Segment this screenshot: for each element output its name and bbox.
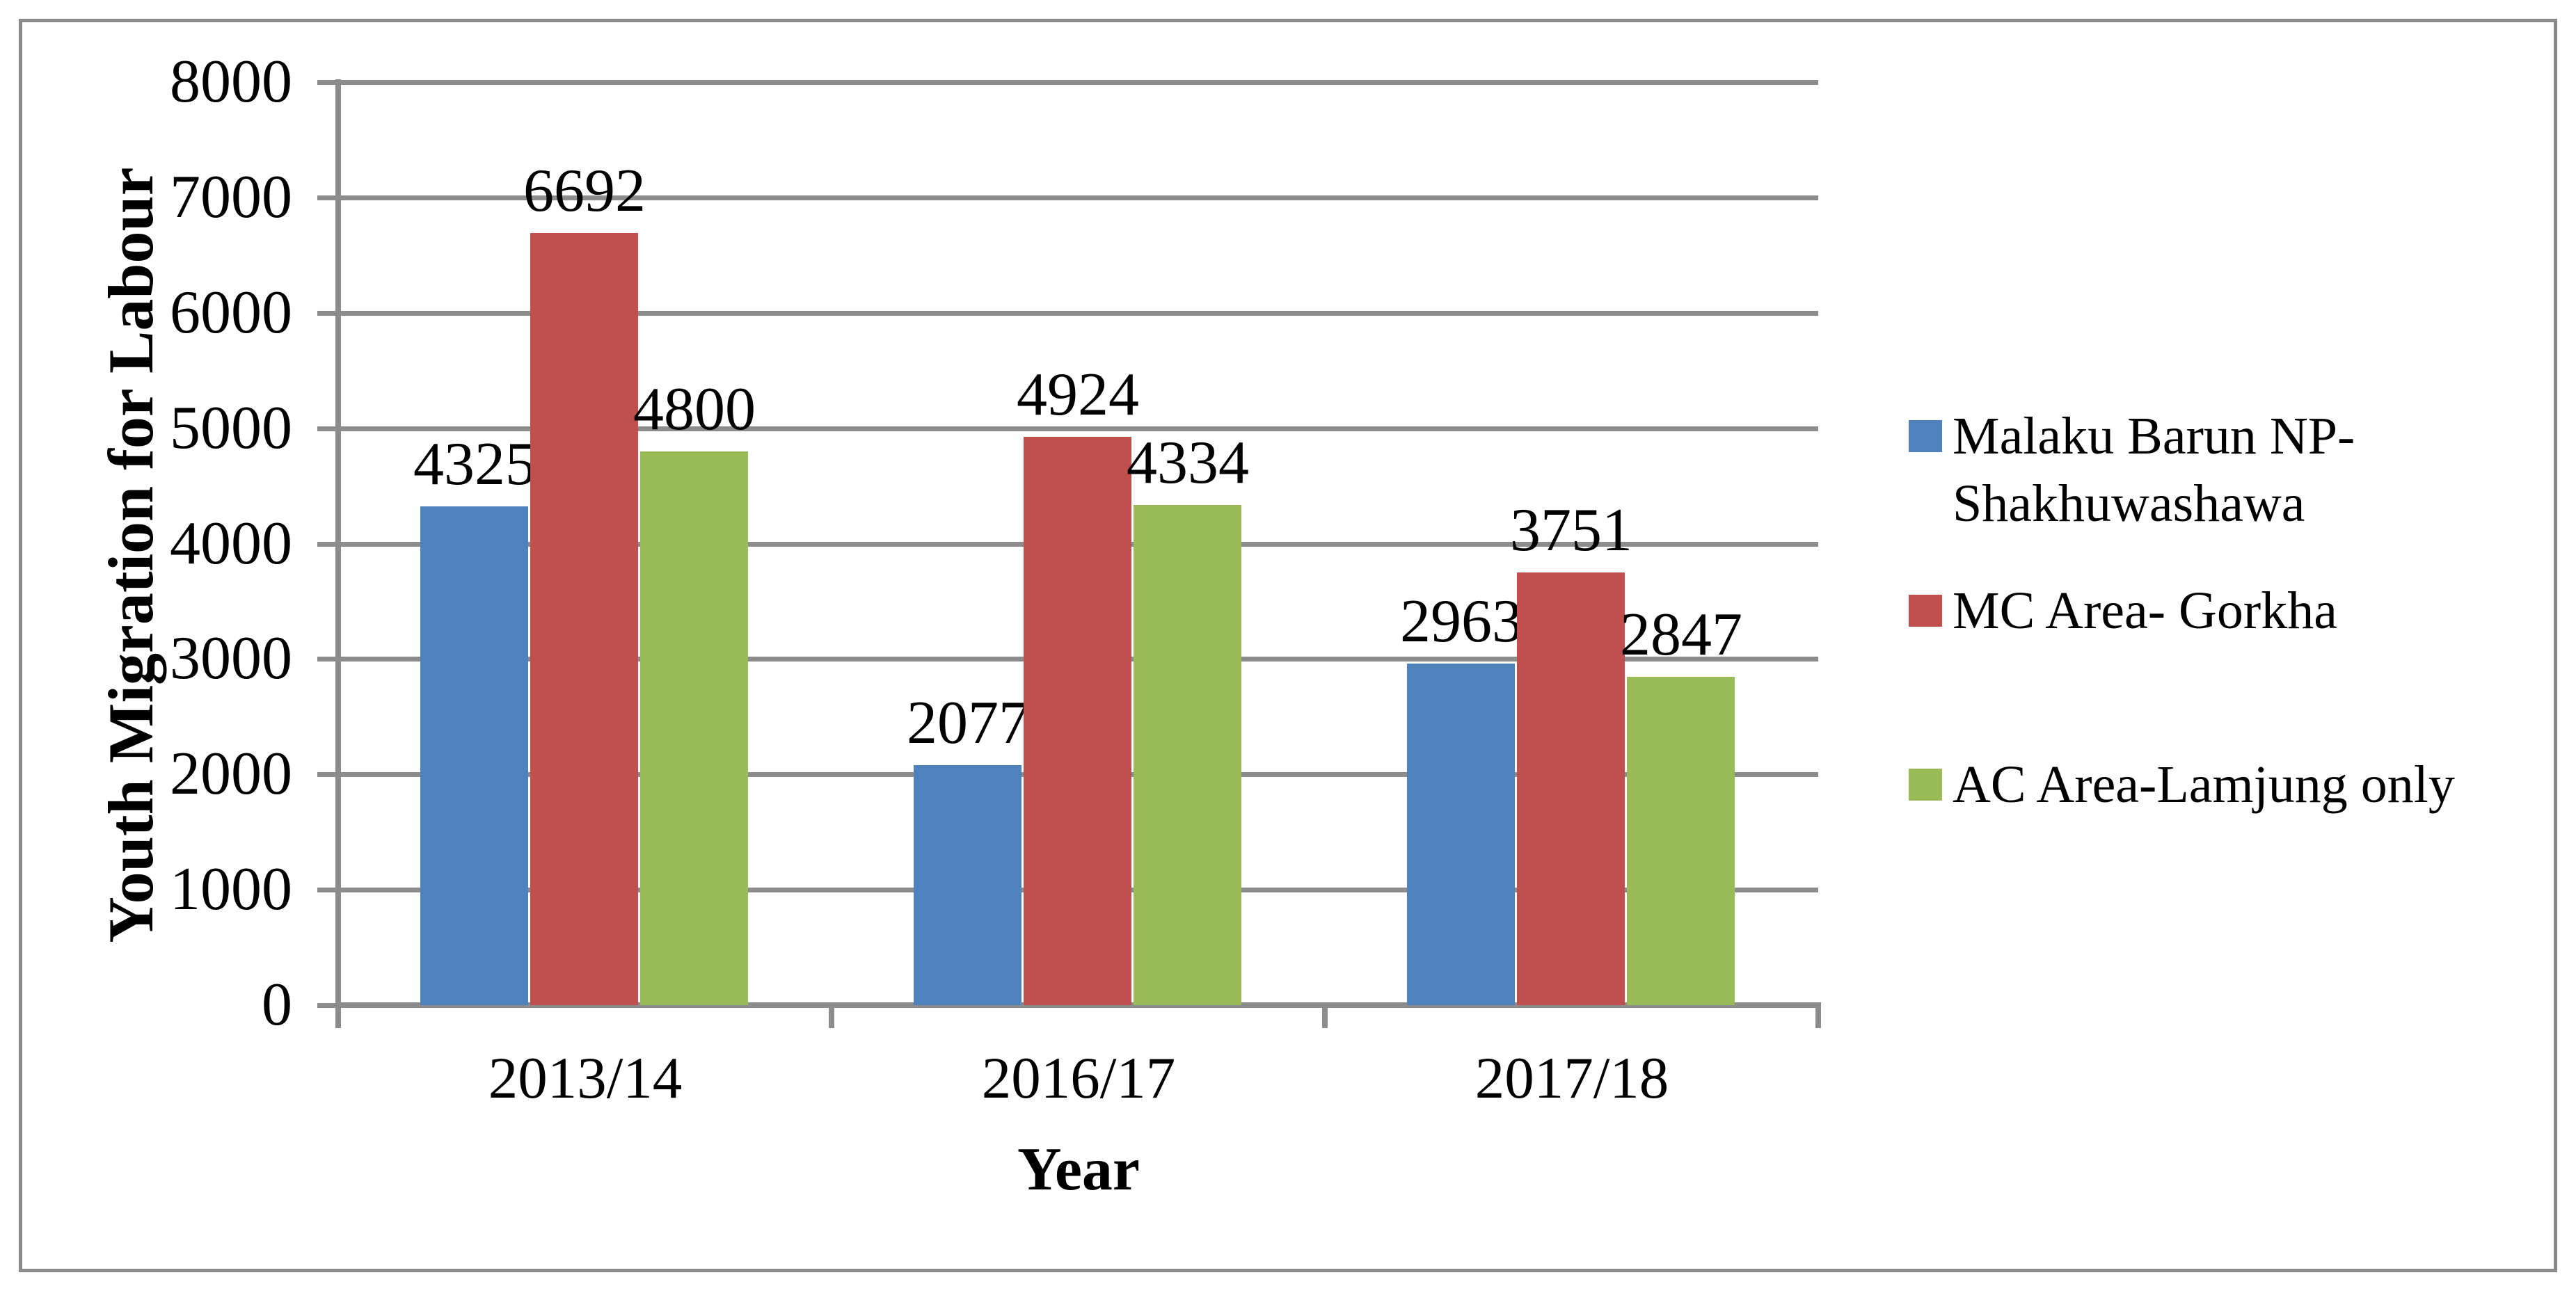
y-tick-label: 8000 xyxy=(170,48,292,115)
gridline-8000 xyxy=(338,80,1818,85)
legend-swatch-series2 xyxy=(1909,595,1942,627)
bar-value-label: 4334 xyxy=(1127,429,1249,497)
legend-swatch-series1 xyxy=(1909,420,1942,452)
bar-series3-2017/18 xyxy=(1627,677,1735,1005)
x-axis-title: Year xyxy=(1017,1136,1140,1203)
bar-value-label: 2963 xyxy=(1400,588,1522,655)
bar-value-label: 3751 xyxy=(1510,497,1632,564)
x-axis-line xyxy=(335,1002,1821,1008)
bar-series3-2013/14 xyxy=(640,451,748,1005)
x-tick-0 xyxy=(335,1005,341,1028)
x-category-label: 2013/14 xyxy=(488,1045,683,1111)
gridline-6000 xyxy=(338,311,1818,316)
legend-label-series3: AC Area-Lamjung only xyxy=(1953,751,2455,819)
bar-value-label: 4924 xyxy=(1017,361,1139,428)
y-tick-label: 4000 xyxy=(170,510,292,577)
bar-series2-2017/18 xyxy=(1517,572,1625,1005)
x-tick-3 xyxy=(1815,1005,1821,1028)
legend-label-series1: Malaku Barun NP- Shakhuwashawa xyxy=(1953,403,2355,538)
gridline-7000 xyxy=(338,195,1818,200)
y-tick-label: 3000 xyxy=(170,625,292,692)
bar-series2-2013/14 xyxy=(530,233,638,1005)
bar-series2-2016/17 xyxy=(1024,437,1131,1005)
legend-label-line: AC Area-Lamjung only xyxy=(1953,755,2455,814)
bar-value-label: 6692 xyxy=(523,157,646,225)
legend-label-line: Malaku Barun NP- xyxy=(1953,407,2355,465)
y-axis-line xyxy=(335,79,341,1028)
gridline-5000 xyxy=(338,426,1818,431)
x-tick-1 xyxy=(829,1005,834,1028)
y-tick-label: 0 xyxy=(262,971,292,1039)
legend-label-series2: MC Area- Gorkha xyxy=(1953,577,2337,645)
x-tick-2 xyxy=(1322,1005,1328,1028)
y-tick-label: 6000 xyxy=(170,279,292,346)
x-category-label: 2017/18 xyxy=(1474,1045,1669,1111)
bar-value-label: 2077 xyxy=(907,689,1029,757)
y-tick-label: 2000 xyxy=(170,740,292,808)
x-category-label: 2016/17 xyxy=(981,1045,1176,1111)
legend-label-line: MC Area- Gorkha xyxy=(1953,582,2337,640)
bar-series3-2016/17 xyxy=(1134,505,1241,1005)
bar-series1-2013/14 xyxy=(420,506,528,1005)
y-tick-label: 7000 xyxy=(170,163,292,231)
bar-value-label: 2847 xyxy=(1620,601,1742,668)
y-tick-label: 5000 xyxy=(170,394,292,462)
legend-swatch-series3 xyxy=(1909,769,1942,801)
bar-series1-2017/18 xyxy=(1407,664,1515,1005)
bar-series1-2016/17 xyxy=(914,765,1021,1005)
bar-value-label: 4800 xyxy=(633,376,756,443)
legend-label-line: Shakhuwashawa xyxy=(1953,474,2305,533)
bar-value-label: 4325 xyxy=(413,431,536,498)
y-tick-label: 1000 xyxy=(170,856,292,923)
